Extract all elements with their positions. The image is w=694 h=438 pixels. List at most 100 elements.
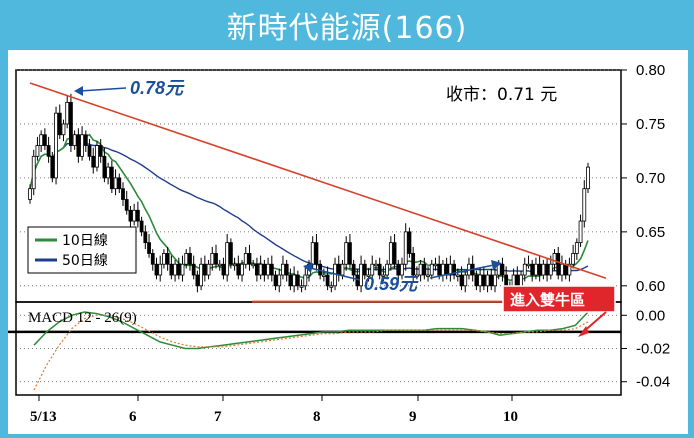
- candle-body: [266, 263, 270, 276]
- y-tick-label: 0.75: [636, 116, 665, 133]
- candle-body: [377, 263, 382, 276]
- annotation-high-arrow: [79, 87, 127, 92]
- candle-body: [422, 263, 427, 276]
- candle-body: [574, 242, 579, 254]
- candle-body: [173, 263, 177, 276]
- candle-body: [269, 263, 274, 276]
- x-axis-labels: 5/13 6 7 8 9 10: [30, 395, 518, 425]
- candle-body: [180, 263, 185, 276]
- candle-body: [39, 134, 44, 146]
- annotation-low-arrow-left: [309, 267, 361, 281]
- candle-body: [310, 242, 315, 265]
- candle-body: [83, 134, 88, 146]
- candle-body: [109, 166, 114, 190]
- candle-body: [121, 188, 125, 200]
- candle-body: [571, 253, 576, 265]
- macd-y-tick-label: 0.00: [636, 307, 665, 324]
- candle-body: [548, 263, 553, 276]
- candle-body: [355, 274, 360, 287]
- candle-body: [128, 209, 133, 222]
- candle-body: [381, 274, 386, 277]
- annotation-high-arrowhead: [74, 86, 83, 96]
- candle-body: [147, 242, 151, 254]
- candle-body: [255, 263, 259, 276]
- candle-body: [28, 188, 32, 200]
- candle-body: [113, 177, 118, 190]
- candle-body: [243, 253, 248, 265]
- candle-body: [459, 274, 464, 287]
- candle-body: [176, 263, 181, 276]
- candle-body: [132, 209, 137, 222]
- candle-body: [106, 166, 111, 179]
- candle-body: [117, 177, 122, 190]
- candle-body: [232, 263, 237, 267]
- x-tick-label: 7: [214, 409, 222, 425]
- bull-callout-arrowhead: [578, 326, 589, 337]
- candle-body: [50, 155, 55, 179]
- candle-body: [236, 263, 241, 276]
- candle-body: [87, 145, 92, 157]
- y-tick-label: 0.65: [636, 224, 665, 241]
- candle-body: [374, 263, 378, 267]
- candle-body: [139, 220, 144, 233]
- candle-body: [61, 123, 66, 136]
- candle-body: [31, 155, 36, 190]
- candle-body: [392, 242, 397, 265]
- candle-body: [340, 263, 345, 276]
- candle-body: [321, 274, 326, 277]
- candle-body: [489, 274, 494, 287]
- candle-body: [537, 263, 542, 276]
- candle-body: [586, 166, 590, 190]
- candle-body: [385, 263, 390, 276]
- candle-body: [526, 263, 531, 267]
- candle-body: [452, 263, 456, 276]
- annotation-high: 0.78元: [130, 78, 185, 98]
- x-tick-label: 9: [409, 409, 417, 425]
- candle-body: [98, 145, 103, 157]
- x-tick-label: 8: [313, 409, 321, 425]
- candle-body: [578, 220, 583, 244]
- candle-body: [429, 263, 434, 276]
- candle-body: [582, 188, 587, 222]
- candle-body: [54, 112, 58, 179]
- candle-body: [500, 263, 505, 276]
- candle-body: [225, 242, 230, 276]
- candle-body: [72, 134, 77, 146]
- candle-body: [437, 263, 442, 276]
- candle-body: [206, 263, 211, 276]
- candle-body: [199, 263, 204, 287]
- candle-body: [202, 263, 207, 276]
- candle-body: [102, 155, 107, 179]
- candle-body: [530, 263, 535, 276]
- candle-body: [217, 263, 222, 267]
- candle-body: [65, 101, 70, 125]
- candle-body: [210, 253, 215, 265]
- candle-body: [534, 263, 538, 276]
- candle-body: [485, 274, 490, 287]
- candle-body: [403, 231, 408, 265]
- legend-box: [27, 226, 137, 274]
- candle-body: [91, 155, 96, 168]
- legend: 10日線 50日線: [27, 226, 137, 274]
- candle-body: [262, 263, 267, 276]
- candle-body: [221, 263, 226, 276]
- candle-body: [444, 263, 449, 276]
- legend-ma10-label: 10日線: [62, 233, 108, 249]
- x-tick-label: 5/13: [30, 409, 57, 425]
- candle-body: [299, 285, 304, 288]
- candle-body: [336, 263, 341, 276]
- candle-body: [522, 263, 527, 276]
- candle-body: [273, 274, 278, 287]
- title-bar: 新時代能源(166): [0, 0, 694, 50]
- candle-body: [400, 263, 404, 276]
- close-price-label: 收市：0.71 元: [446, 85, 557, 105]
- bull-callout: 進入雙牛區: [502, 285, 616, 337]
- candle-body: [69, 101, 73, 146]
- candle-body: [552, 253, 557, 265]
- candle-body: [195, 274, 200, 287]
- candle-body: [325, 274, 330, 287]
- candle-body: [314, 242, 319, 265]
- bull-callout-box: [502, 285, 616, 313]
- candle-body: [348, 242, 352, 265]
- annotation-low: 0.59元: [364, 274, 419, 294]
